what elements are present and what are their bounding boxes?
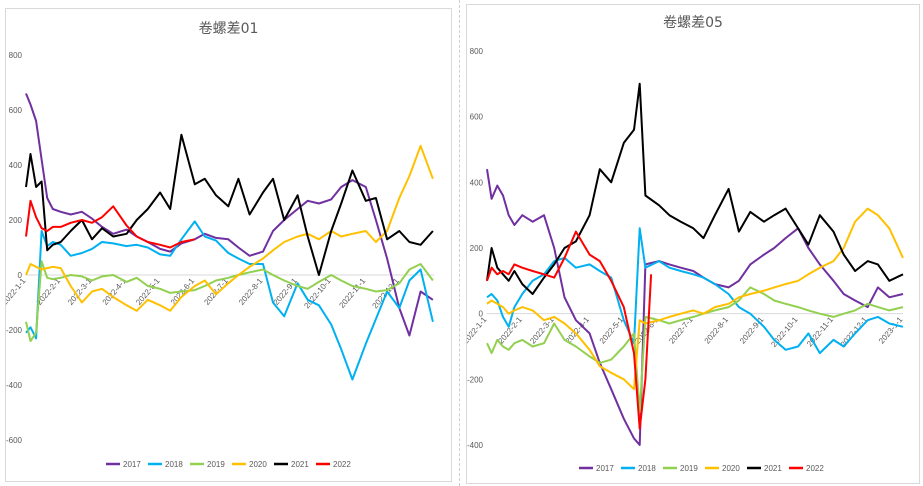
series-line-2018	[486, 227, 904, 355]
series-line-2020	[486, 207, 904, 391]
series-line-2017	[25, 93, 434, 337]
y-tick-label: 400	[470, 178, 484, 187]
y-tick-label: -200	[6, 326, 23, 335]
x-tick-label: 2022-1-1	[467, 315, 489, 346]
y-tick-label: 600	[9, 106, 23, 115]
y-tick-label: 200	[470, 244, 484, 253]
series-line-2018	[25, 220, 434, 381]
series-line-2022	[25, 199, 195, 249]
x-tick-label: 2022-5-1	[598, 315, 626, 346]
y-tick-label: -400	[467, 441, 484, 450]
legend-label-2021: 2021	[764, 464, 782, 473]
y-tick-label: -200	[467, 375, 484, 384]
series-line-2021	[486, 82, 904, 295]
y-tick-label: 200	[9, 216, 23, 225]
x-tick-label: 2022-1-1	[6, 276, 28, 307]
series-line-2022	[486, 230, 653, 430]
legend-label-2019: 2019	[680, 464, 698, 473]
x-tick-label: 2022-12-1	[839, 315, 870, 349]
legend-label-2019: 2019	[207, 460, 225, 469]
y-tick-label: 0	[479, 310, 484, 319]
chart-panel-01: 卷螺差01 800 600 400 200 0 -200 -400 -600 2022-1-1 20…	[5, 8, 452, 482]
legend-label-2022: 2022	[333, 460, 351, 469]
series-line-2020	[25, 144, 434, 312]
legend-label-2017: 2017	[596, 464, 614, 473]
x-tick-label: 2022-8-1	[237, 276, 265, 307]
chart-panel-05: 卷螺差05 800 600 400 200 0 -200 -400 2022-1-1 2022-2…	[466, 4, 920, 484]
legend-label-2020: 2020	[722, 464, 740, 473]
x-tick-label: 2022-9-1	[738, 315, 766, 346]
y-tick-label: 800	[470, 47, 484, 56]
x-tick-label: 2022-10-1	[769, 315, 800, 349]
y-tick-label: -600	[6, 436, 23, 445]
y-tick-label: -400	[6, 381, 23, 390]
series-line-2019	[486, 286, 904, 414]
chart-title: 卷螺差01	[199, 21, 259, 37]
y-tick-label: 0	[18, 271, 23, 280]
series-line-2021	[25, 133, 434, 276]
chart-title: 卷螺差05	[663, 15, 723, 31]
legend-label-2017: 2017	[123, 460, 141, 469]
legend-label-2018: 2018	[638, 464, 656, 473]
x-tick-label: 2022-8-1	[703, 315, 731, 346]
chart-svg-01: 卷螺差01 800 600 400 200 0 -200 -400 -600 2022-1-1 20…	[6, 21, 434, 469]
y-tick-label: 600	[470, 113, 484, 122]
panel-divider	[459, 0, 461, 486]
y-tick-label: 800	[9, 51, 23, 60]
legend-label-2018: 2018	[165, 460, 183, 469]
x-tick-label: 2022-3-1	[66, 276, 94, 307]
legend-label-2022: 2022	[806, 464, 824, 473]
x-tick-label: 2022-5-1	[134, 276, 162, 307]
legend-label-2020: 2020	[249, 460, 267, 469]
y-tick-label: 400	[9, 161, 23, 170]
legend-label-2021: 2021	[291, 460, 309, 469]
series-line-2017	[486, 169, 904, 446]
